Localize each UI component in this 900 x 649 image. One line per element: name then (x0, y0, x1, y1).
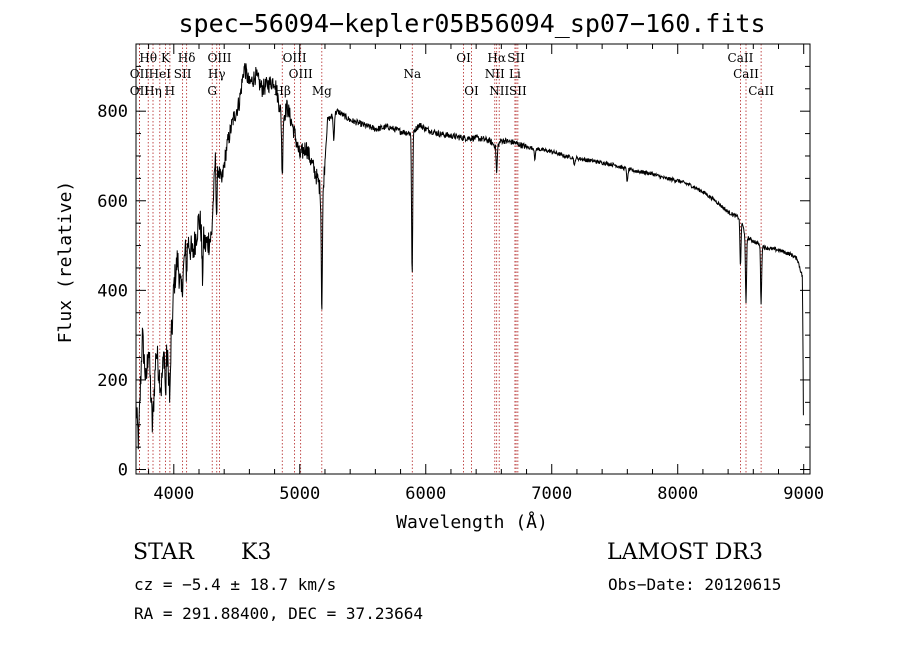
line-label: OII (130, 67, 150, 81)
line-label: OII (130, 84, 150, 98)
x-axis-ticks: 4000 5000 6000 7000 8000 9000 (148, 44, 824, 504)
object-class: STAR (133, 540, 194, 565)
line-label: OI (456, 51, 471, 65)
y-tick-label: 600 (97, 192, 128, 212)
y-tick-label: 200 (97, 371, 128, 391)
line-label: NII (485, 67, 505, 81)
line-label: G (207, 84, 217, 98)
line-label: H (165, 84, 175, 98)
line-label: CaII (748, 84, 774, 98)
sky-coordinates: RA = 291.88400, DEC = 37.23664 (134, 604, 423, 623)
y-tick-label: 800 (97, 102, 128, 122)
line-label: SII (509, 84, 527, 98)
line-label: Hα (487, 51, 506, 65)
y-tick-label: 0 (118, 461, 128, 481)
y-tick-label: 400 (97, 281, 128, 301)
line-label: K (161, 51, 171, 65)
line-label: Hθ (139, 51, 157, 65)
x-axis-label: Wavelength (Å) (396, 511, 548, 533)
line-label: Li (509, 67, 521, 81)
line-label: CaII (728, 51, 754, 65)
line-label: Hδ (178, 51, 196, 65)
line-label: CaII (733, 67, 759, 81)
x-tick-label: 7000 (531, 484, 572, 504)
y-axis-ticks: 0 200 400 600 800 (97, 65, 810, 481)
line-label: Na (403, 67, 421, 81)
line-label: OIII (289, 67, 313, 81)
line-label: OIII (283, 51, 307, 65)
spectral-line-markers (139, 44, 762, 474)
x-tick-label: 6000 (405, 484, 446, 504)
line-label: Hη (144, 84, 162, 98)
redshift-velocity: cz = −5.4 ± 18.7 km/s (134, 575, 337, 594)
line-label: Hγ (208, 67, 226, 81)
chart-title: spec−56094−kepler05B56094_sp07−160.fits (179, 9, 766, 38)
line-label: HeI (149, 67, 172, 81)
line-label: Mg (312, 84, 332, 98)
plot-frame (135, 43, 811, 475)
x-tick-label: 5000 (279, 484, 320, 504)
line-label: SII (507, 51, 525, 65)
x-tick-label: 8000 (657, 484, 698, 504)
line-label: OIII (207, 51, 231, 65)
x-tick-label: 4000 (153, 484, 194, 504)
observation-date: Obs−Date: 20120615 (608, 575, 782, 594)
line-label: NII (489, 84, 509, 98)
line-label: OI (464, 84, 479, 98)
object-subclass: K3 (241, 540, 272, 565)
survey-name: LAMOST DR3 (607, 540, 763, 565)
x-tick-label: 9000 (783, 484, 824, 504)
line-label: SII (174, 67, 192, 81)
spectrum-line (135, 63, 804, 450)
y-axis-label: Flux (relative) (55, 181, 76, 344)
